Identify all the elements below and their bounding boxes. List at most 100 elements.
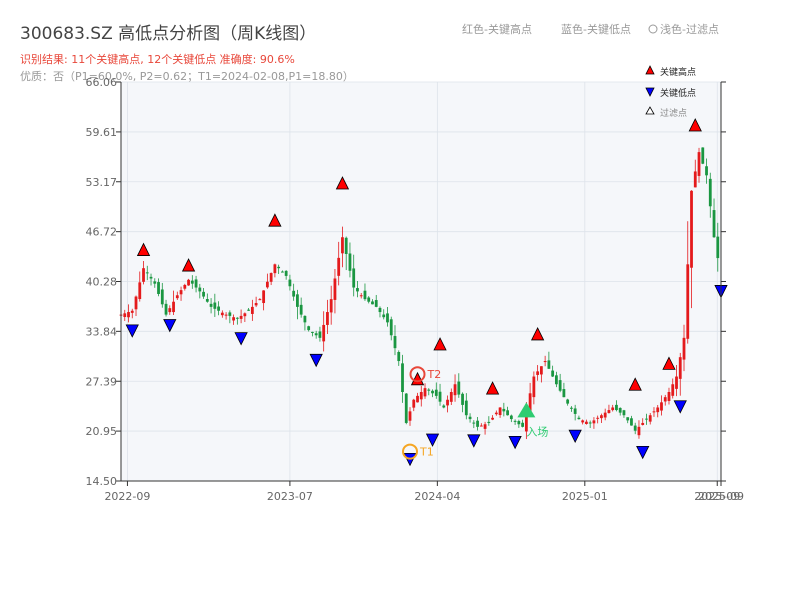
candle-body bbox=[607, 410, 611, 414]
key-high-marker bbox=[688, 118, 702, 132]
candle-body bbox=[570, 407, 573, 409]
candle bbox=[577, 415, 581, 420]
candle bbox=[265, 273, 269, 289]
candle bbox=[423, 383, 427, 399]
candle-body bbox=[329, 299, 333, 313]
candle-body bbox=[303, 315, 307, 323]
candle bbox=[476, 417, 479, 431]
candle bbox=[641, 418, 645, 426]
x-tick-label: 2025-01 bbox=[562, 490, 608, 503]
candle bbox=[675, 365, 678, 397]
legend: 关键高点 关键低点 过滤点 bbox=[645, 65, 696, 119]
candles bbox=[119, 147, 720, 440]
candle-body bbox=[408, 411, 412, 421]
candle-body bbox=[547, 360, 551, 369]
candle-body bbox=[359, 295, 363, 297]
candle-body bbox=[494, 412, 498, 415]
candle bbox=[318, 326, 322, 342]
candle-body bbox=[205, 299, 209, 302]
candle-body bbox=[142, 268, 145, 282]
candle bbox=[498, 407, 502, 418]
candle-body bbox=[645, 418, 648, 420]
candle bbox=[585, 419, 588, 425]
candle-body bbox=[678, 357, 682, 379]
candle-body bbox=[532, 376, 536, 398]
candle-body bbox=[423, 388, 427, 397]
candle bbox=[337, 241, 341, 286]
candle-body bbox=[427, 389, 431, 391]
candle-body bbox=[483, 424, 487, 429]
key-low-marker bbox=[234, 332, 248, 346]
candle-body bbox=[498, 407, 502, 416]
candle bbox=[401, 354, 404, 403]
candle bbox=[509, 414, 513, 423]
candle-body bbox=[202, 291, 205, 297]
candle-body bbox=[213, 302, 217, 309]
candle-body bbox=[239, 315, 243, 319]
candle bbox=[130, 308, 134, 319]
candle-body bbox=[626, 417, 630, 421]
candle-body bbox=[539, 366, 543, 375]
candle bbox=[449, 388, 453, 406]
candle-body bbox=[194, 279, 198, 288]
candle bbox=[138, 271, 142, 302]
candle bbox=[701, 147, 705, 165]
key-high-marker bbox=[136, 242, 151, 256]
entry-label: 入场 bbox=[526, 424, 548, 438]
candle-body bbox=[160, 289, 164, 305]
top-legend-low: 蓝色-关键低点 bbox=[561, 22, 631, 36]
candle bbox=[562, 382, 566, 398]
key-high-marker bbox=[181, 258, 196, 272]
candle-body bbox=[468, 416, 472, 420]
candle-body bbox=[464, 400, 468, 416]
candle-body bbox=[299, 304, 303, 315]
candle bbox=[453, 374, 457, 402]
candle bbox=[431, 389, 434, 398]
top-legend-filtered: 浅色-过滤点 bbox=[660, 22, 719, 36]
candle-body bbox=[250, 306, 254, 314]
candle bbox=[408, 407, 412, 426]
candle bbox=[292, 283, 296, 301]
candle bbox=[412, 398, 416, 412]
y-tick-label: 20.95 bbox=[86, 425, 118, 438]
candle-body bbox=[127, 312, 130, 318]
candle bbox=[228, 310, 232, 324]
legend-low-label: 关键低点 bbox=[660, 87, 696, 99]
candle-body bbox=[288, 279, 292, 287]
key-high-marker bbox=[485, 381, 500, 395]
candle bbox=[224, 312, 228, 320]
candle bbox=[179, 286, 183, 301]
candle bbox=[262, 290, 266, 311]
candle-body bbox=[344, 237, 348, 255]
candle bbox=[299, 297, 303, 318]
candle bbox=[359, 292, 363, 299]
candle bbox=[446, 395, 449, 413]
candle-body bbox=[326, 312, 329, 325]
candle bbox=[247, 307, 251, 311]
candle-body bbox=[521, 422, 525, 427]
candle bbox=[645, 413, 648, 425]
candle bbox=[254, 296, 258, 308]
candle-body bbox=[187, 279, 190, 286]
candle bbox=[637, 420, 641, 439]
candle bbox=[663, 394, 667, 406]
x-tick-label: 2025-09 bbox=[698, 490, 744, 503]
candle-body bbox=[341, 237, 344, 254]
legend-filtered-icon bbox=[645, 106, 655, 115]
candle-body bbox=[386, 313, 389, 323]
candle bbox=[205, 293, 209, 303]
candle bbox=[622, 409, 626, 418]
candle-body bbox=[524, 410, 528, 432]
candle-body bbox=[671, 384, 675, 396]
candle bbox=[371, 299, 374, 305]
key-high-marker bbox=[268, 213, 282, 227]
signal-circle-t2 bbox=[409, 366, 426, 383]
candle-body bbox=[419, 392, 423, 400]
candle bbox=[341, 226, 344, 268]
candle bbox=[686, 221, 690, 344]
candle bbox=[712, 198, 716, 238]
candle bbox=[157, 278, 160, 297]
candle-body bbox=[513, 420, 517, 422]
candle bbox=[539, 366, 543, 383]
candle-body bbox=[660, 402, 663, 411]
